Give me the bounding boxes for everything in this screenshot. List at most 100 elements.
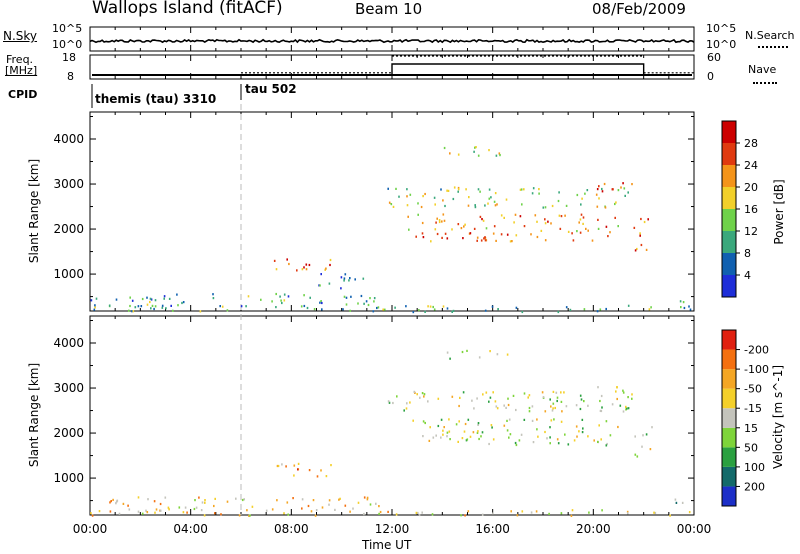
echo-cell xyxy=(556,396,559,399)
echo-cell xyxy=(251,505,254,508)
echo-cell xyxy=(349,309,351,312)
echo-cell xyxy=(500,214,503,217)
echo-cell xyxy=(601,187,603,191)
echo-cell xyxy=(600,409,603,413)
echo-cell xyxy=(203,514,206,517)
echo-cell xyxy=(544,222,547,225)
echo-cell xyxy=(576,193,579,197)
echo-cell xyxy=(285,465,287,468)
echo-cell xyxy=(633,226,636,229)
echo-cell xyxy=(462,237,464,240)
nave-label: Nave xyxy=(748,63,777,76)
echo-cell xyxy=(688,305,690,308)
echo-cell xyxy=(679,300,682,303)
echo-cell xyxy=(455,423,458,426)
power-colorbar-label: Power [dB] xyxy=(772,179,786,245)
echo-cell xyxy=(129,296,131,299)
echo-cell xyxy=(582,222,584,225)
echo-cell xyxy=(443,219,446,222)
echo-cell xyxy=(301,498,304,501)
echo-cell xyxy=(520,433,523,436)
echo-cell xyxy=(198,496,200,499)
colorbar-frame xyxy=(721,329,737,507)
echo-cell xyxy=(416,393,418,396)
echo-cell xyxy=(131,299,134,302)
echo-cell xyxy=(94,306,96,309)
echo-cell xyxy=(495,154,498,157)
echo-cell xyxy=(512,394,515,397)
echo-cell xyxy=(275,306,277,309)
echo-cell xyxy=(544,430,546,434)
echo-cell xyxy=(631,393,633,396)
nsky-tick-bottom: 10^0 xyxy=(52,38,83,51)
echo-cell xyxy=(580,213,583,216)
echo-cell xyxy=(482,393,484,396)
echo-cell xyxy=(474,204,476,207)
echo-cell xyxy=(606,442,608,446)
echo-cell xyxy=(453,186,456,189)
colorbar-band xyxy=(722,275,736,297)
echo-cell xyxy=(436,217,438,220)
echo-cell xyxy=(476,236,479,239)
cpid-entry-1: themis (tau) 3310 xyxy=(95,92,217,106)
echo-cell xyxy=(446,237,449,240)
echo-cell xyxy=(560,512,563,515)
echo-cell xyxy=(94,304,96,307)
echo-cell xyxy=(260,298,262,301)
echo-cell xyxy=(482,219,485,222)
echo-cell xyxy=(449,357,451,360)
echo-cell xyxy=(182,301,185,304)
echo-cell xyxy=(303,266,305,269)
echo-cell xyxy=(145,509,147,512)
colorbar-tick-label: 15 xyxy=(744,422,758,435)
echo-cell xyxy=(134,306,137,309)
echo-cell xyxy=(463,225,465,228)
echo-cell xyxy=(515,408,517,412)
echo-cell xyxy=(640,217,642,221)
echo-cell xyxy=(176,293,178,296)
echo-cell xyxy=(576,435,578,438)
nave-tick-bottom: 0 xyxy=(707,70,714,83)
echo-cell xyxy=(531,419,534,422)
freq-tick-top: 18 xyxy=(62,51,76,64)
echo-cell xyxy=(342,308,344,311)
echo-cell xyxy=(95,297,98,300)
echo-cell xyxy=(417,511,419,515)
echo-cell xyxy=(458,420,460,423)
echo-cell xyxy=(392,205,395,208)
echo-cell xyxy=(649,448,652,451)
echo-cell xyxy=(569,308,572,311)
echo-cell xyxy=(641,445,643,448)
echo-cell xyxy=(115,502,117,505)
echo-cell xyxy=(396,395,398,398)
echo-cell xyxy=(469,232,472,235)
echo-cell xyxy=(557,442,560,445)
echo-cell xyxy=(541,391,544,394)
echo-cell xyxy=(375,502,377,505)
echo-cell xyxy=(444,204,446,208)
echo-cell xyxy=(186,511,188,514)
echo-cell xyxy=(338,498,340,501)
echo-cell xyxy=(511,240,513,243)
echo-cell xyxy=(324,268,326,271)
echo-cell xyxy=(532,441,535,444)
echo-cell xyxy=(159,502,162,506)
echo-cell xyxy=(297,468,299,471)
echo-cell xyxy=(287,295,290,298)
echo-cell xyxy=(498,152,501,155)
echo-cell xyxy=(307,504,310,508)
echo-cell xyxy=(405,305,407,308)
echo-cell xyxy=(467,418,470,421)
echo-cell xyxy=(309,296,311,299)
echo-cell xyxy=(483,237,485,240)
echo-cell xyxy=(412,311,415,314)
echo-cell xyxy=(161,306,164,309)
echo-cell xyxy=(564,214,566,217)
echo-cell xyxy=(531,192,534,195)
echo-cell xyxy=(496,353,499,356)
range-tick-label: 1000 xyxy=(53,471,84,485)
echo-cell xyxy=(379,510,382,514)
echo-cell xyxy=(477,154,480,157)
echo-cell xyxy=(534,214,537,217)
echo-cell xyxy=(471,399,473,402)
